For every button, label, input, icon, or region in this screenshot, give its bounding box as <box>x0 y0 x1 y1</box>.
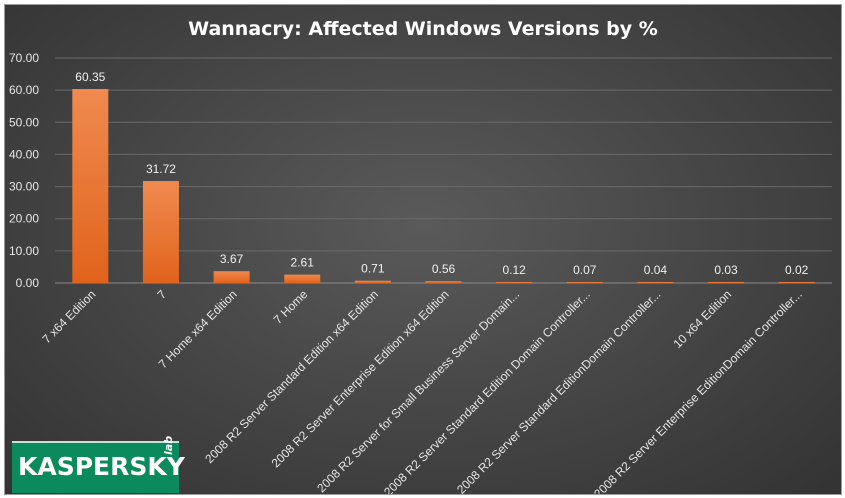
bar <box>566 282 603 283</box>
data-label: 0.07 <box>573 263 597 277</box>
data-label: 0.03 <box>714 263 738 277</box>
bar <box>354 280 391 283</box>
bar <box>637 282 674 283</box>
x-tick-label: 7 Home <box>271 287 311 327</box>
data-label: 0.56 <box>432 262 456 276</box>
x-tick-label: 7 Home x64 Edition <box>156 287 240 371</box>
data-label: 0.02 <box>785 263 809 277</box>
data-label: 0.04 <box>644 263 668 277</box>
kaspersky-logo: KASPERSKY lab <box>12 436 185 493</box>
y-tick-label: 10.00 <box>9 244 39 258</box>
data-label: 0.71 <box>361 262 385 276</box>
y-tick-label: 20.00 <box>9 212 39 226</box>
y-tick-label: 30.00 <box>9 180 39 194</box>
bar <box>213 271 250 283</box>
bar <box>496 282 533 283</box>
logo-lab-mark: lab <box>162 435 175 455</box>
y-tick-label: 0.00 <box>16 276 40 290</box>
x-tick-label: 10 x64 Edition <box>670 287 734 351</box>
bar-chart: Wannacry: Affected Windows Versions by %… <box>9 18 832 494</box>
data-label: 3.67 <box>220 252 244 266</box>
y-tick-label: 50.00 <box>9 115 39 129</box>
chart-frame: Wannacry: Affected Windows Versions by %… <box>4 4 842 495</box>
bar <box>142 181 179 283</box>
data-label: 2.61 <box>291 256 315 270</box>
y-tick-label: 70.00 <box>9 51 39 65</box>
bar <box>778 282 815 283</box>
data-label: 0.12 <box>502 263 526 277</box>
chart-title: Wannacry: Affected Windows Versions by % <box>188 18 658 40</box>
bar <box>425 281 462 283</box>
bar <box>72 89 109 284</box>
y-tick-label: 40.00 <box>9 147 39 161</box>
y-tick-label: 60.00 <box>9 83 39 97</box>
bar <box>708 282 745 283</box>
x-tick-label: 7 <box>154 287 169 302</box>
x-tick-label: 7 x64 Edition <box>39 287 98 346</box>
data-label: 31.72 <box>146 162 176 176</box>
logo-wordmark: KASPERSKY <box>18 452 185 481</box>
data-label: 60.35 <box>75 70 105 84</box>
bar <box>284 274 321 283</box>
